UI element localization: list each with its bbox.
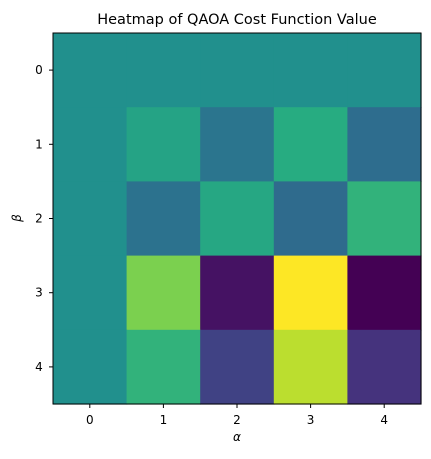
x-tick-label: 3	[307, 413, 315, 427]
heatmap-cell	[126, 329, 201, 405]
heatmap-cell	[200, 329, 275, 405]
heatmap-cell	[53, 329, 128, 405]
x-tick-label: 4	[380, 413, 388, 427]
heatmap-cell	[273, 181, 348, 257]
x-axis-ticks: 0 1 2 3 4	[86, 404, 388, 427]
y-axis-label: β	[10, 214, 24, 223]
x-tick-label: 0	[86, 413, 94, 427]
heatmap-cell	[126, 255, 201, 331]
heatmap-cell	[200, 33, 275, 108]
y-tick-label: 3	[35, 286, 43, 300]
heatmap-cell	[200, 255, 275, 331]
x-tick-label: 2	[233, 413, 241, 427]
heatmap-cell	[200, 107, 275, 182]
y-tick-label: 1	[35, 137, 43, 151]
heatmap-cell	[347, 181, 422, 257]
heatmap-cell	[347, 255, 422, 331]
heatmap-cell	[273, 255, 348, 331]
y-tick-label: 0	[35, 63, 43, 77]
heatmap-cell	[273, 107, 348, 182]
x-tick-label: 1	[160, 413, 168, 427]
heatmap-cell	[53, 33, 128, 108]
y-tick-label: 2	[35, 212, 43, 226]
x-axis-label: α	[233, 430, 241, 444]
heatmap-cell	[273, 329, 348, 405]
heatmap-cell	[126, 33, 201, 108]
heatmap-cell	[53, 107, 128, 182]
y-axis-ticks: 0 1 2 3 4	[35, 63, 53, 374]
heatmap-cell	[347, 107, 422, 182]
heatmap-cell	[347, 329, 422, 405]
heatmap-cell	[53, 181, 128, 257]
y-tick-label: 4	[35, 360, 43, 374]
heatmap-cells	[53, 33, 422, 405]
heatmap-cell	[53, 255, 128, 331]
heatmap-cell	[126, 181, 201, 257]
chart-title: Heatmap of QAOA Cost Function Value	[97, 12, 377, 28]
heatmap-cell	[347, 33, 422, 108]
heatmap-cell	[126, 107, 201, 182]
heatmap-cell	[200, 181, 275, 257]
heatmap-cell	[273, 33, 348, 108]
